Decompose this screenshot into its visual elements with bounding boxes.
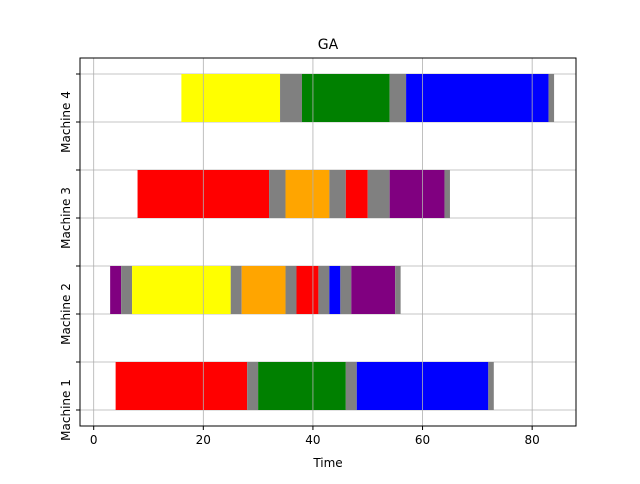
task-bar — [121, 266, 133, 314]
task-bar — [329, 266, 341, 314]
task-bar — [340, 266, 352, 314]
x-tick-label: 60 — [415, 433, 430, 447]
task-bar — [181, 74, 281, 122]
x-tick-label: 40 — [305, 433, 320, 447]
y-tick-label: Machine 3 — [59, 187, 73, 249]
task-bar — [345, 170, 368, 218]
y-tick-label: Machine 4 — [59, 91, 73, 153]
task-bar — [280, 74, 302, 122]
task-bar — [285, 170, 330, 218]
task-bar — [444, 170, 450, 218]
x-tick-label: 80 — [525, 433, 540, 447]
task-bar — [406, 74, 549, 122]
task-bar — [389, 74, 407, 122]
x-tick-label: 20 — [196, 433, 211, 447]
y-tick-label: Machine 1 — [59, 379, 73, 441]
task-bar — [345, 362, 357, 410]
x-tick-label: 0 — [90, 433, 98, 447]
task-bar — [488, 362, 494, 410]
task-bar — [296, 266, 319, 314]
task-bar — [230, 266, 242, 314]
task-bar — [367, 170, 390, 218]
x-axis-label: Time — [312, 456, 342, 470]
task-bar — [285, 266, 297, 314]
task-bar — [301, 74, 390, 122]
bars-group — [110, 74, 555, 410]
task-bar — [389, 170, 445, 218]
task-bar — [258, 362, 346, 410]
task-bar — [115, 362, 248, 410]
task-bar — [548, 74, 555, 122]
x-grid-overlay — [93, 58, 533, 426]
task-bar — [241, 266, 286, 314]
task-bar — [247, 362, 259, 410]
task-bar — [110, 266, 122, 314]
task-bar — [132, 266, 231, 314]
task-bar — [329, 170, 346, 218]
plot-frame — [79, 57, 577, 427]
chart-title: GA — [318, 37, 339, 53]
axes-group: 0 20 40 60 80 Machine 1 Machine 2 Machine 3 Mach… — [59, 57, 577, 447]
task-bar — [269, 170, 286, 218]
task-bar — [318, 266, 330, 314]
task-bar — [395, 266, 401, 314]
task-bar — [351, 266, 396, 314]
y-tick-label: Machine 2 — [59, 283, 73, 345]
